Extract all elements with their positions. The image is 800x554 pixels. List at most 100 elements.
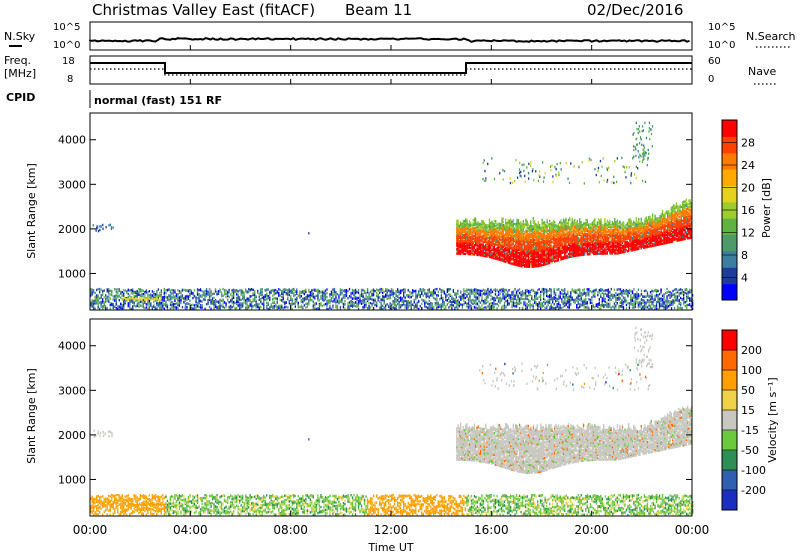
data-cell: [538, 295, 540, 298]
data-cell: [102, 300, 104, 303]
data-cell: [284, 306, 286, 309]
data-cell: [214, 301, 217, 304]
data-cell: [523, 245, 526, 248]
data-cell: [129, 298, 131, 301]
data-cell: [530, 240, 532, 243]
data-cell: [228, 291, 230, 294]
data-cell: [540, 256, 542, 259]
data-cell: [540, 234, 542, 237]
data-cell: [512, 301, 515, 304]
data-cell: [324, 297, 327, 300]
data-cell: [427, 293, 429, 297]
data-cell: [550, 306, 552, 310]
data-cell: [208, 295, 211, 299]
data-cell: [508, 240, 511, 243]
data-cell: [175, 307, 178, 311]
data-cell: [515, 241, 517, 245]
data-cell: [154, 299, 156, 302]
data-cell: [121, 298, 123, 301]
data-cell: [523, 257, 526, 260]
data-cell: [622, 307, 625, 311]
data-cell: [97, 299, 99, 303]
data-cell: [273, 306, 275, 310]
data-cell: [490, 223, 492, 226]
data-cell: [532, 257, 534, 260]
data-cell: [541, 259, 543, 262]
data-cell: [326, 299, 328, 303]
data-cell: [580, 294, 582, 297]
data-cell: [413, 290, 415, 293]
data-cell: [293, 292, 295, 295]
data-cell: [180, 299, 182, 302]
data-cell: [515, 257, 517, 260]
data-cell: [481, 254, 483, 257]
data-cell: [376, 303, 378, 306]
data-cell: [503, 294, 506, 298]
data-cell: [500, 230, 502, 234]
data-cell: [248, 291, 250, 294]
data-cell: [392, 299, 394, 303]
data-cell: [478, 222, 481, 226]
data-cell: [475, 217, 477, 220]
data-cell: [547, 303, 549, 307]
data-cell: [472, 223, 474, 226]
data-cell: [567, 305, 569, 309]
data-cell: [520, 296, 522, 299]
data-cell: [94, 299, 96, 302]
data-cell: [667, 301, 670, 304]
data-cell: [488, 235, 491, 238]
data-cell: [529, 259, 531, 262]
data-cell: [500, 241, 502, 245]
data-cell: [615, 306, 617, 309]
data-cell: [445, 294, 447, 297]
data-cell: [273, 300, 275, 304]
data-cell: [413, 305, 415, 308]
data-cell: [330, 299, 333, 302]
data-cell: [433, 293, 435, 296]
data-cell: [482, 288, 485, 291]
data-cell: [549, 295, 551, 299]
data-cell: [568, 296, 570, 300]
data-cell: [534, 255, 536, 259]
data-cell: [511, 305, 513, 309]
data-cell: [481, 304, 483, 307]
data-cell: [240, 290, 242, 294]
data-cell: [243, 293, 245, 297]
data-cell: [612, 295, 614, 299]
data-cell: [592, 295, 594, 298]
data-cell: [541, 254, 543, 257]
data-cell: [600, 293, 602, 296]
data-cell: [534, 263, 536, 267]
data-cell: [403, 288, 405, 291]
data-cell: [471, 234, 473, 237]
data-cell: [290, 289, 292, 292]
data-cell: [306, 297, 308, 301]
data-cell: [205, 303, 208, 306]
data-cell: [272, 297, 274, 301]
data-cell: [508, 255, 511, 258]
data-cell: [344, 299, 346, 303]
data-cell: [457, 222, 459, 226]
data-cell: [311, 292, 313, 295]
data-cell: [520, 244, 522, 247]
data-cell: [550, 303, 552, 306]
data-cell: [472, 218, 474, 222]
data-cell: [498, 225, 501, 229]
data-cell: [580, 297, 582, 300]
data-cell: [515, 230, 517, 234]
data-cell: [512, 245, 514, 249]
data-cell: [345, 294, 348, 298]
data-cell: [497, 245, 499, 249]
data-cell: [555, 299, 557, 303]
data-cell: [532, 298, 534, 302]
data-cell: [110, 226, 113, 229]
data-cell: [321, 297, 324, 300]
data-cell: [527, 239, 529, 242]
data-cell: [363, 306, 366, 309]
data-cell: [480, 235, 482, 238]
data-cell: [483, 248, 486, 251]
data-cell: [465, 219, 467, 223]
data-cell: [148, 305, 150, 309]
data-cell: [681, 298, 683, 301]
data-cell: [558, 302, 560, 305]
